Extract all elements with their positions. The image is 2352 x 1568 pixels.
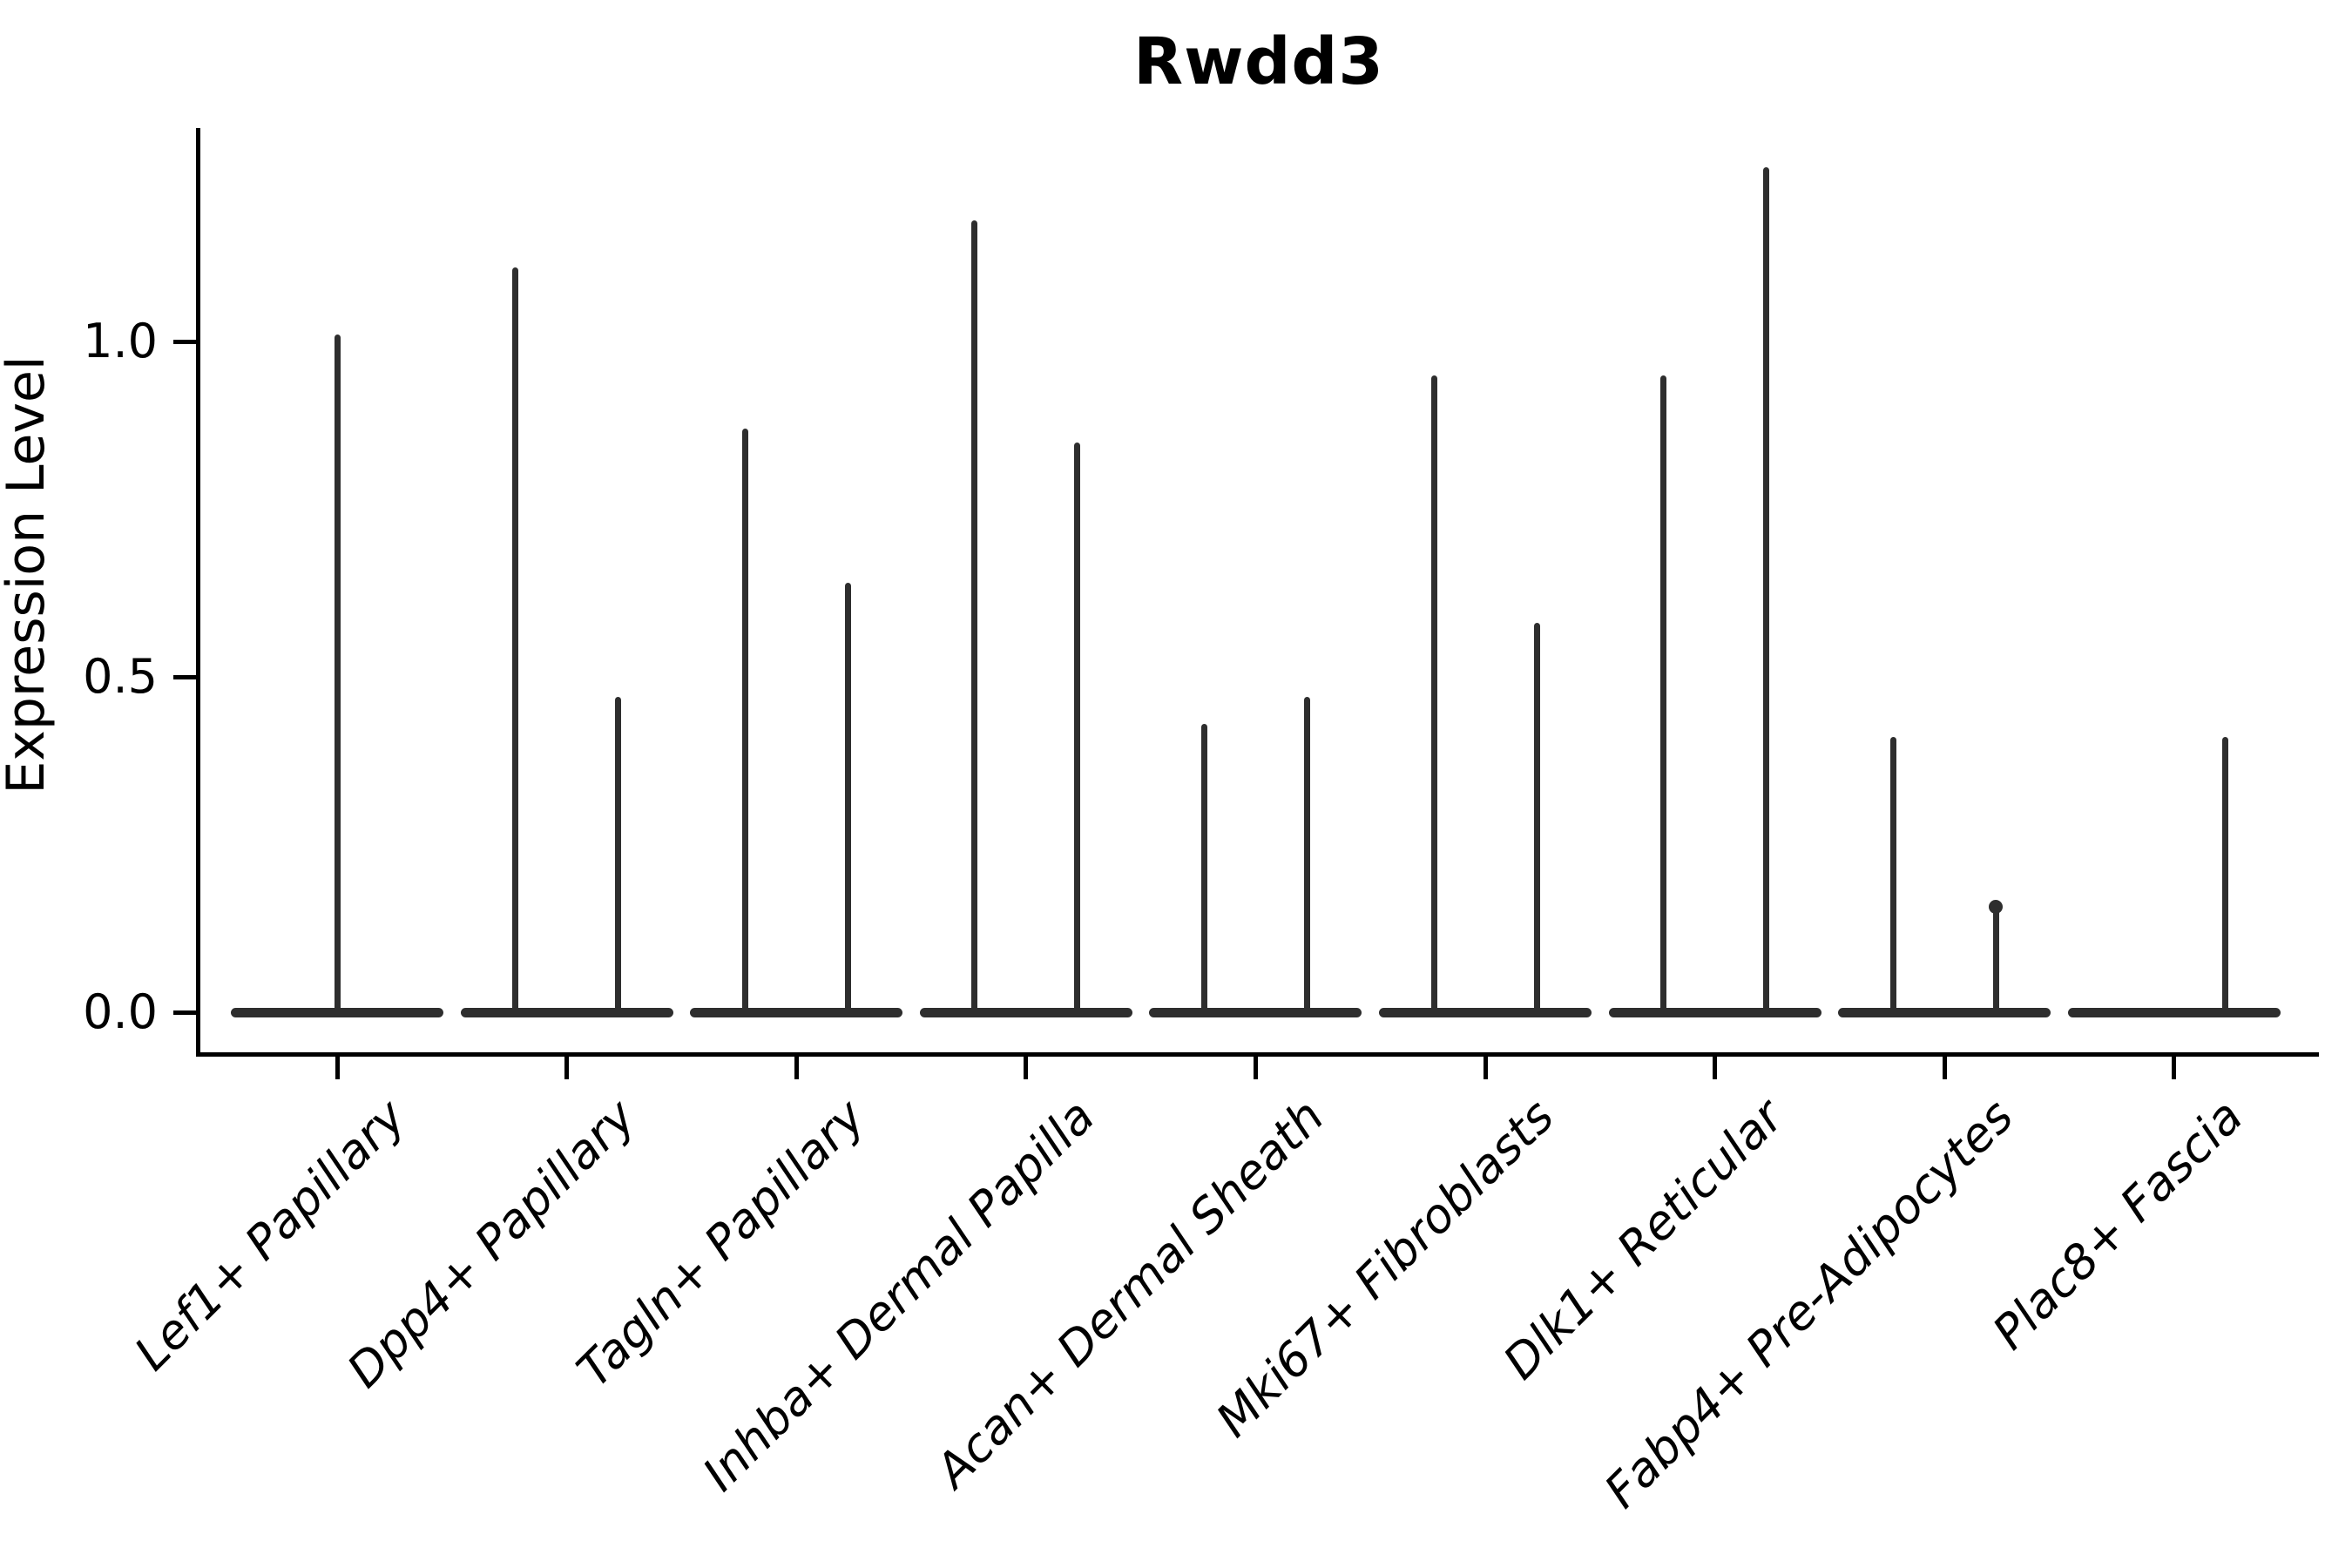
violin-spike [1200,723,1207,1012]
y-tick-label: 1.0 [83,314,158,368]
y-axis-spine [195,128,200,1057]
x-tick-label: Fabp4+ Pre-Adipocytes [1593,1088,2024,1519]
violin-baseline [690,1007,903,1017]
x-tick [1483,1056,1488,1079]
violin-baseline [231,1007,443,1017]
violin-spike [1430,375,1437,1012]
x-tick [794,1056,799,1079]
y-tick-label: 0.0 [83,984,158,1039]
violin-spike [1763,166,1770,1012]
violin-spike [2222,737,2229,1012]
y-tick-label: 0.5 [83,649,158,704]
violin-spike [1074,442,1081,1012]
violin-spike [844,583,851,1012]
x-tick-label: Inhba+ Dermal Papilla [692,1088,1105,1502]
x-tick [564,1056,570,1079]
violin-baseline [2067,1007,2281,1017]
x-tick [1942,1056,1947,1079]
violin-spike-knob [1989,899,2004,914]
y-tick [172,674,196,679]
violin-baseline [460,1007,673,1017]
violin-spike [1533,623,1540,1012]
y-tick [172,339,196,344]
violin-spike [971,220,978,1012]
violin-baseline [1608,1007,1821,1017]
x-tick [1024,1056,1029,1079]
x-tick [1713,1056,1718,1079]
violin-baseline [1838,1007,2051,1017]
x-tick-label: Acan+ Dermal Sheath [925,1088,1335,1498]
violin-baseline [1379,1007,1592,1017]
x-tick [1253,1056,1258,1079]
x-tick [2172,1056,2177,1079]
violin-spike [1992,904,1999,1012]
violin-spike [741,429,748,1012]
y-tick [172,1010,196,1015]
violin-spike [615,697,622,1012]
violin-spike [1889,737,1896,1012]
y-axis-label: Expression Level [0,355,57,794]
violin-spike [1303,697,1310,1012]
violin-spike [334,335,341,1012]
violin-baseline [919,1007,1132,1017]
violin-spike [512,267,519,1012]
chart-title: Rwdd3 [1133,24,1384,99]
violin-baseline [1149,1007,1362,1017]
x-tick [335,1056,340,1079]
violin-spike [1660,375,1667,1012]
x-tick-label: Plac8+ Fascia [1981,1088,2254,1361]
x-axis-spine [195,1051,2319,1057]
